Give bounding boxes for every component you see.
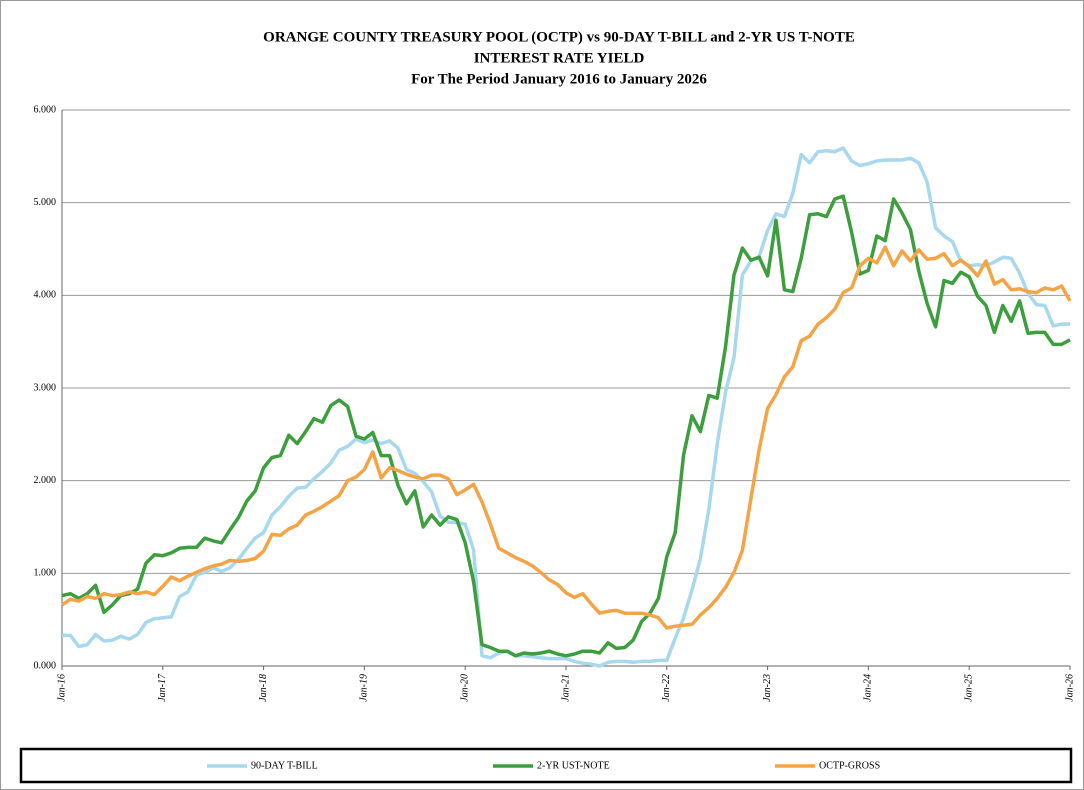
x-tick-label: Jan-16 — [56, 674, 67, 702]
x-tick-label: Jan-17 — [157, 673, 168, 702]
x-tick-label: Jan-22 — [661, 674, 672, 702]
x-tick-label: Jan-24 — [863, 674, 874, 702]
x-tick-label: Jan-25 — [963, 674, 974, 702]
series-line — [61, 245, 1072, 630]
y-tick-label: 0.000 — [34, 660, 57, 671]
y-tick-label: 2.000 — [34, 475, 57, 486]
legend-label: 2-YR UST-NOTE — [537, 760, 610, 771]
y-tick-label: 4.000 — [34, 290, 57, 301]
legend-box — [19, 747, 1073, 784]
x-tick-label: Jan-23 — [762, 674, 773, 702]
legend-label: 90-DAY T-BILL — [251, 760, 318, 771]
x-tick-label: Jan-26 — [1064, 674, 1075, 702]
y-tick-label: 3.000 — [34, 382, 57, 393]
x-tick-label: Jan-19 — [359, 674, 370, 702]
series-line — [61, 194, 1071, 658]
x-tick-label: Jan-21 — [560, 674, 571, 702]
legend-label: OCTP-GROSS — [819, 760, 880, 771]
series-line — [62, 146, 1070, 668]
chart-title: For The Period January 2016 to January 2… — [411, 71, 707, 87]
y-tick-label: 6.000 — [34, 104, 57, 115]
y-tick-label: 5.000 — [34, 197, 57, 208]
x-tick-label: Jan-18 — [258, 674, 269, 702]
x-tick-label: Jan-20 — [459, 674, 470, 702]
chart-title: INTEREST RATE YIELD — [474, 50, 645, 66]
chart-title: ORANGE COUNTY TREASURY POOL (OCTP) vs 90… — [263, 29, 855, 45]
y-tick-label: 1.000 — [34, 568, 57, 579]
